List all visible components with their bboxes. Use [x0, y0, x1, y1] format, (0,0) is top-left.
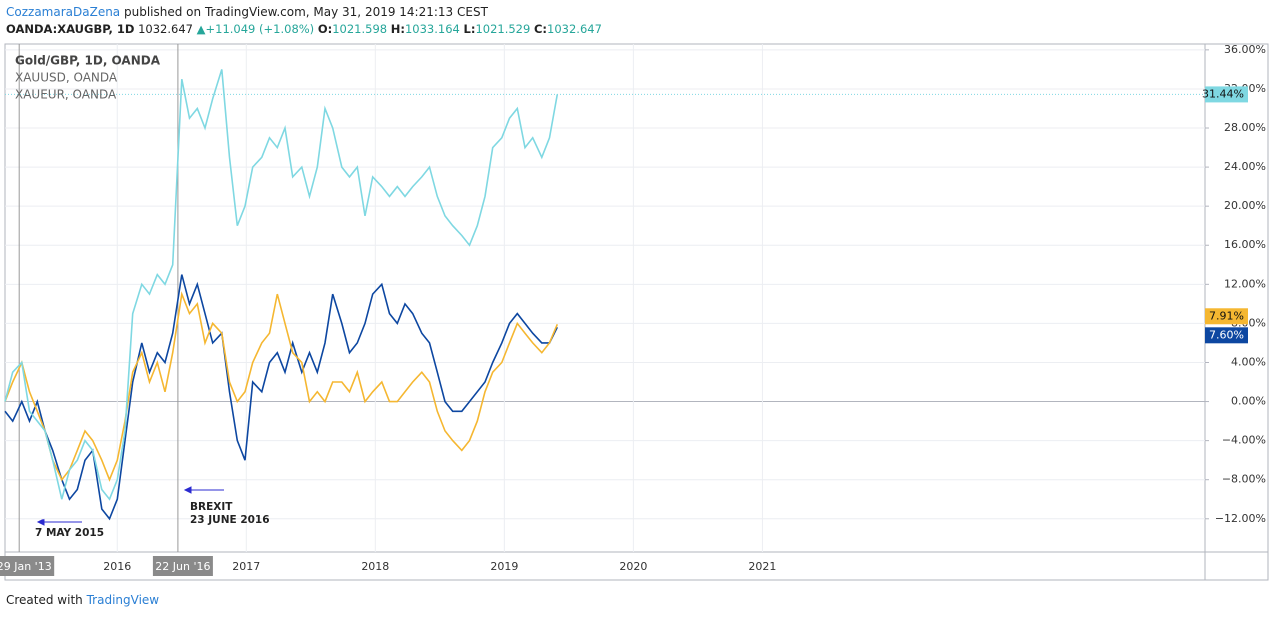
h: 1033.164	[404, 22, 460, 36]
created: Created with	[6, 593, 83, 607]
c: 1032.647	[547, 22, 602, 36]
crosshair-box	[152, 556, 213, 576]
y-tick-label: 20.00%	[1224, 199, 1266, 212]
y-tick-label: 16.00%	[1224, 238, 1266, 251]
arrow: ▲	[196, 22, 206, 36]
c-label: C:	[533, 22, 548, 36]
header-line2: OANDA:XAUGBP, 1D 1032.647 ▲+11.049 (+1.0…	[6, 22, 602, 36]
legend-entry: Gold/GBP, 1D, OANDA	[15, 54, 161, 68]
published: published on TradingView.com, May 31, 20…	[124, 5, 488, 19]
author[interactable]: CozzamaraDaZena	[6, 5, 121, 19]
legend-entry: XAUUSD, OANDA	[15, 71, 118, 85]
x-tick-label: 2021	[748, 560, 776, 573]
x-tick-label: 2018	[361, 560, 389, 573]
annotation: BREXIT	[190, 501, 233, 513]
price-box	[1205, 308, 1248, 325]
footer: Created with TradingView	[6, 593, 159, 607]
crosshair-box	[0, 556, 55, 576]
y-tick-label: 28.00%	[1224, 121, 1266, 134]
h-label: H:	[390, 22, 405, 36]
header-line1: CozzamaraDaZena published on TradingView…	[6, 5, 488, 19]
y-tick-label: −8.00%	[1222, 473, 1266, 486]
series-line	[4, 69, 559, 501]
symbol: OANDA:XAUGBP, 1D	[6, 22, 135, 36]
y-tick-label: 4.00%	[1231, 355, 1266, 368]
l: 1021.529	[475, 22, 531, 36]
series-line	[4, 291, 559, 482]
o: 1021.598	[332, 22, 388, 36]
price-label: 7.60%	[1209, 328, 1244, 341]
price-label: 31.44%	[1202, 87, 1244, 100]
y-tick-label: 36.00%	[1224, 43, 1266, 56]
y-tick-label: −4.00%	[1222, 434, 1266, 447]
brand[interactable]: TradingView	[86, 593, 160, 607]
x-tick-label: 2020	[619, 560, 647, 573]
price-label: 7.91%	[1209, 309, 1244, 322]
change: +11.049 (+1.08%)	[205, 22, 315, 36]
y-tick-label: 24.00%	[1224, 160, 1266, 173]
x-tick-label: 2019	[490, 560, 518, 573]
y-tick-label: −12.00%	[1215, 512, 1266, 525]
o-label: O:	[317, 22, 333, 36]
x-tick-label: 2016	[103, 560, 131, 573]
x-tick-label: 2017	[232, 560, 260, 573]
annotation: 7 MAY 2015	[35, 527, 104, 539]
y-tick-label: 0.00%	[1231, 395, 1266, 408]
crosshair-label: 29 Jan '13	[0, 560, 52, 573]
price: 1032.647	[138, 22, 193, 36]
price-box	[1205, 86, 1248, 103]
l-label: L:	[463, 22, 476, 36]
price-box	[1205, 327, 1248, 344]
crosshair-label: 22 Jun '16	[155, 560, 210, 573]
frame	[4, 43, 1269, 581]
series-line	[4, 274, 559, 521]
y-tick-label: 12.00%	[1224, 277, 1266, 290]
annotation: 23 JUNE 2016	[190, 514, 270, 526]
legend-entry: XAUEUR, OANDA	[15, 88, 117, 102]
arrows	[36, 486, 224, 526]
